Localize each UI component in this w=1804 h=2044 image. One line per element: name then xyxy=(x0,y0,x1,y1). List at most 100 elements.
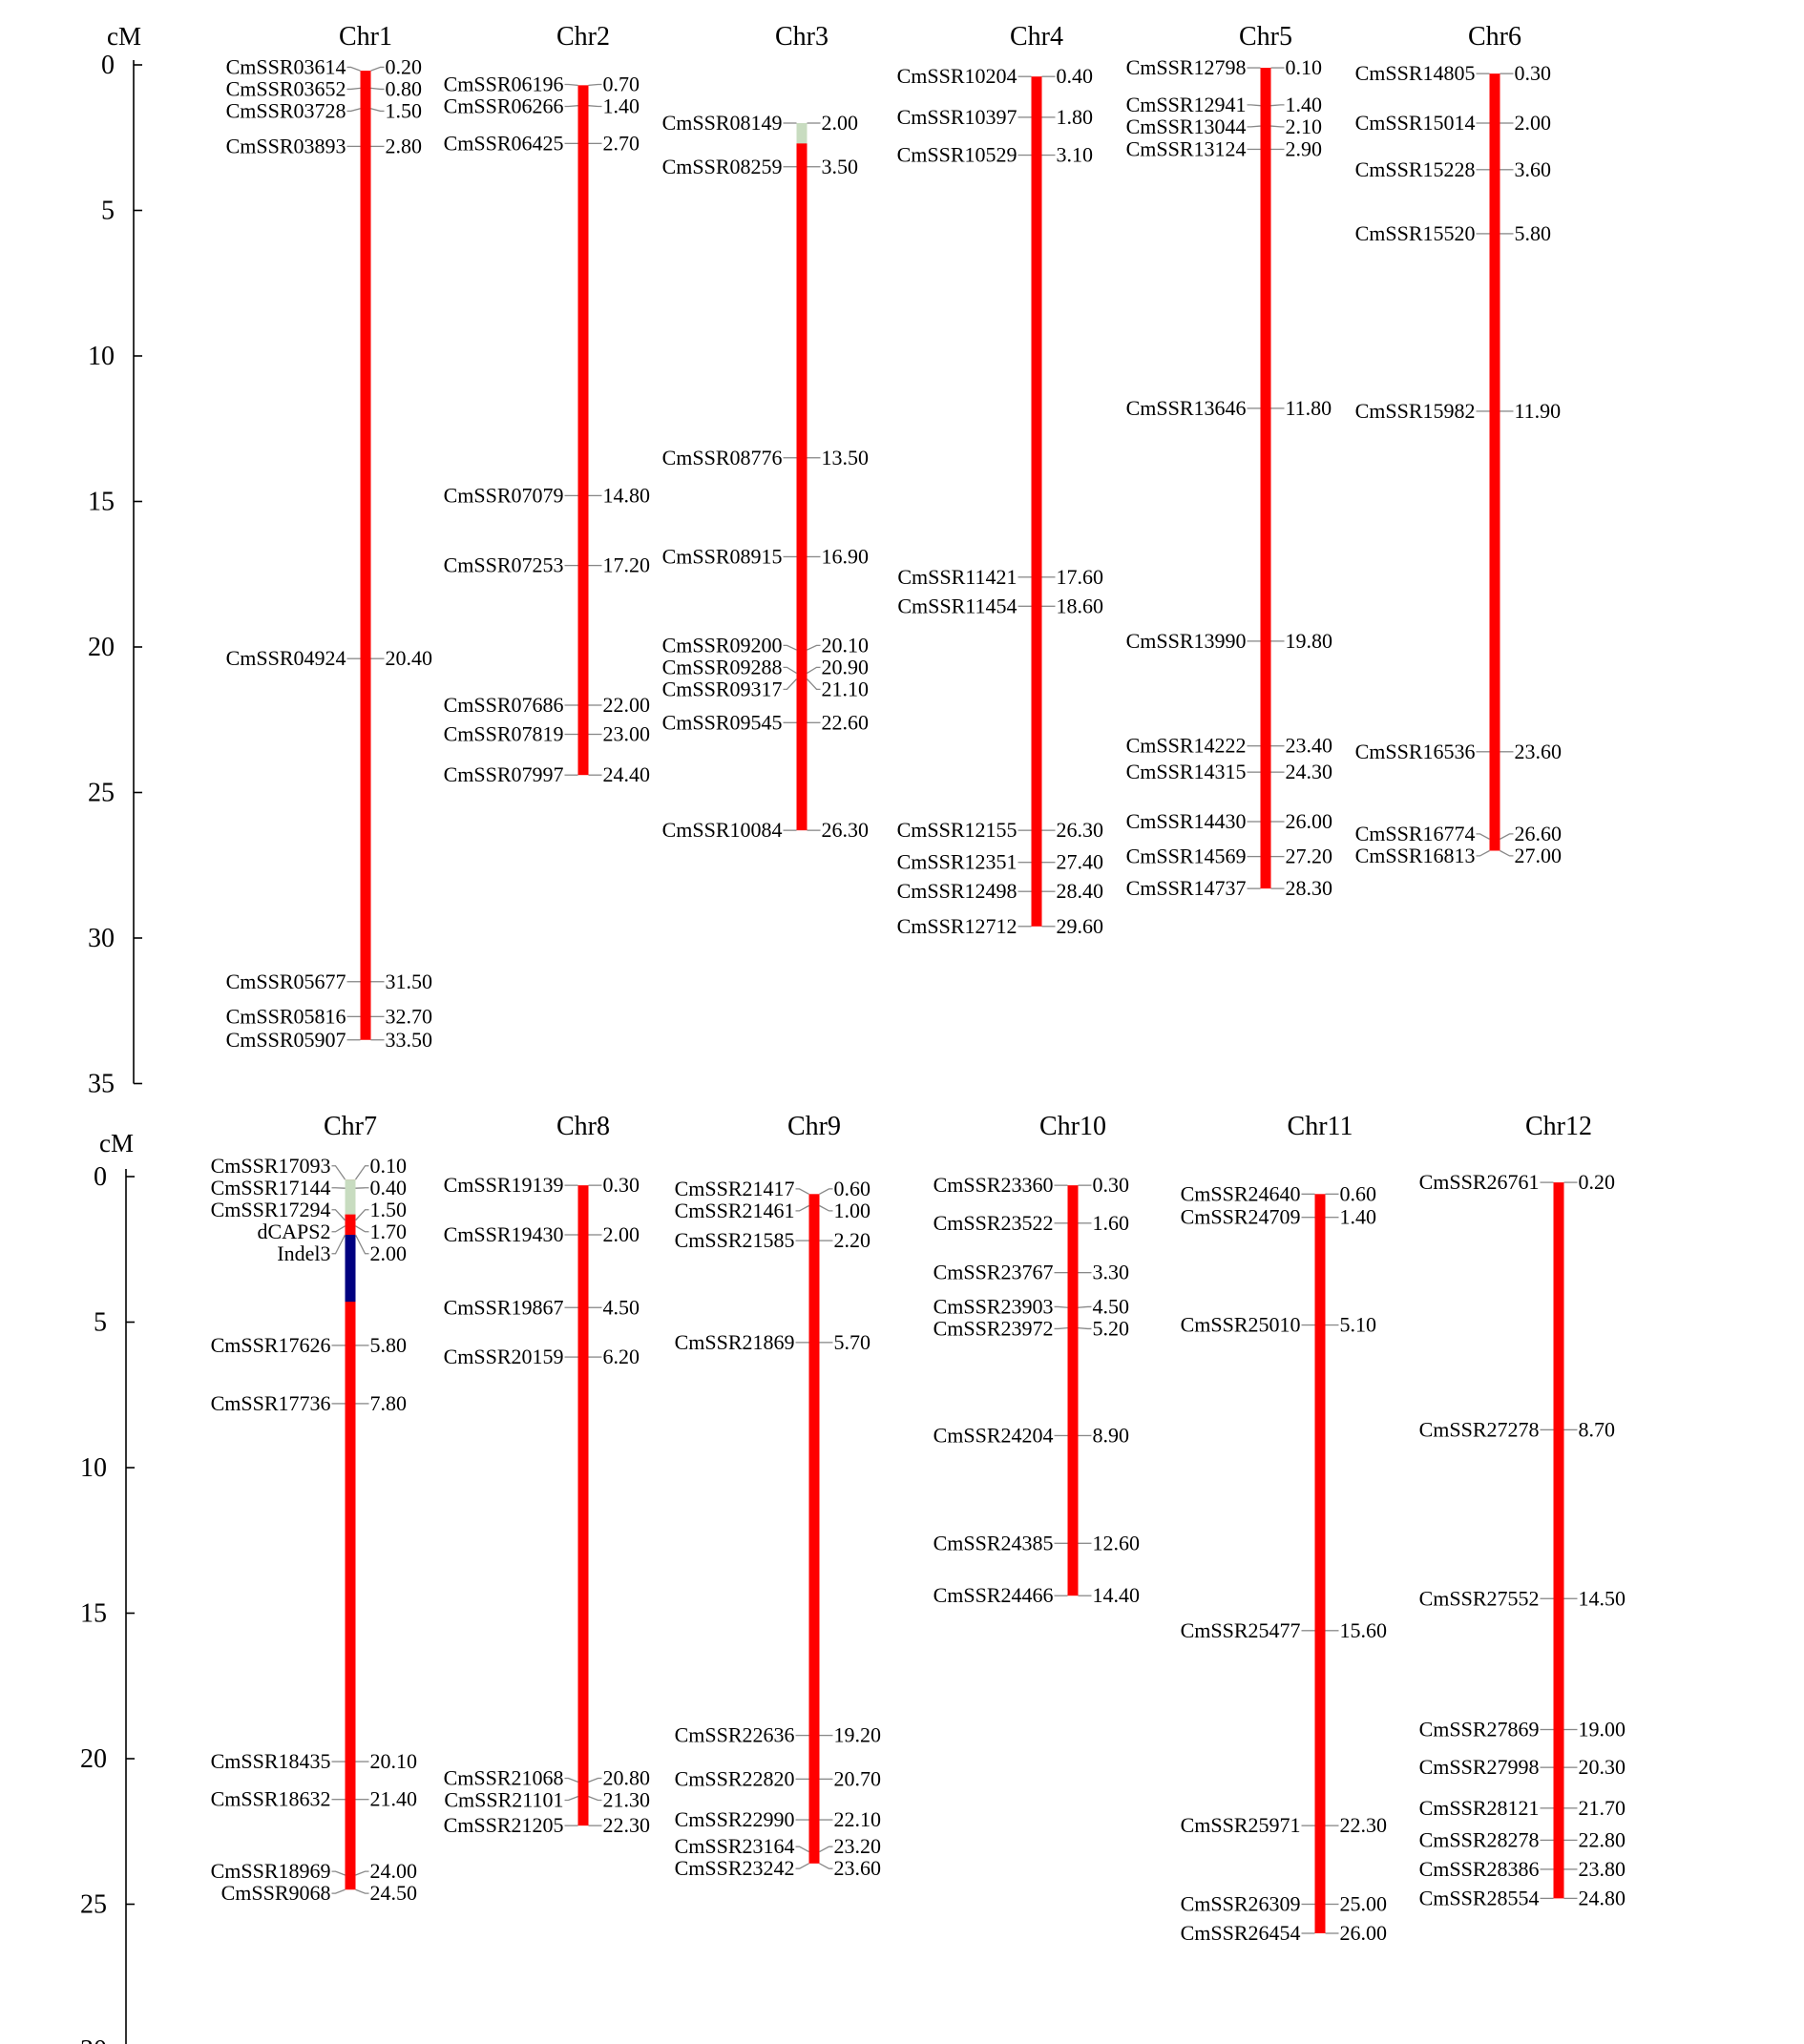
marker-position: 26.30 xyxy=(822,818,870,842)
marker-name: CmSSR21205 xyxy=(444,1813,564,1837)
marker-name: CmSSR21585 xyxy=(675,1228,795,1252)
chromosome-title: Chr12 xyxy=(1525,1112,1592,1141)
marker-position: 31.50 xyxy=(386,970,433,993)
marker-connector xyxy=(331,1225,346,1233)
marker-name: CmSSR18969 xyxy=(211,1859,331,1883)
chromosome-chr4: Chr4 CmSSR10204 0.40 CmSSR10397 1.80 CmSSR105… xyxy=(897,22,1103,938)
marker-name: CmSSR24204 xyxy=(933,1423,1054,1447)
position-connector xyxy=(1500,833,1514,840)
position-connector xyxy=(807,666,821,675)
marker-name: CmSSR25010 xyxy=(1181,1313,1301,1337)
marker-position: 5.10 xyxy=(1340,1313,1377,1337)
marker-position: 2.10 xyxy=(1286,115,1323,138)
marker-name: CmSSR12798 xyxy=(1126,55,1247,79)
marker-name: CmSSR23903 xyxy=(933,1294,1054,1318)
marker-position: 17.20 xyxy=(603,553,651,577)
marker-position: 1.00 xyxy=(834,1199,871,1222)
marker-name: CmSSR20159 xyxy=(444,1345,564,1368)
marker-name: CmSSR13044 xyxy=(1126,115,1247,138)
marker-name: CmSSR03728 xyxy=(226,98,346,122)
marker-position: 21.10 xyxy=(822,677,870,700)
marker-position: 0.10 xyxy=(370,1154,408,1178)
chromosome-chr7: Chr7 CmSSR17093 0.10 CmSSR17144 0.40 CmSSR172… xyxy=(211,1112,417,1905)
axis-tick-label: 0 xyxy=(94,1162,107,1192)
chromosome-bar xyxy=(577,1185,589,1826)
marker-position: 28.40 xyxy=(1057,879,1104,903)
marker-connector xyxy=(564,1777,578,1783)
marker-name: CmSSR10204 xyxy=(897,64,1017,88)
marker-name: CmSSR19139 xyxy=(444,1173,564,1197)
chromosome-title: Chr8 xyxy=(556,1112,610,1141)
marker-connector xyxy=(331,1888,346,1894)
marker-position: 2.00 xyxy=(603,1222,640,1246)
marker-position: 12.60 xyxy=(1093,1531,1141,1554)
marker-name: CmSSR17736 xyxy=(211,1391,331,1415)
marker-connector xyxy=(564,1796,578,1802)
marker-position: 1.40 xyxy=(1286,93,1323,116)
marker-position: 7.80 xyxy=(370,1391,408,1415)
marker-name: CmSSR16536 xyxy=(1355,740,1476,763)
marker-name: CmSSR24466 xyxy=(933,1583,1054,1607)
marker-name: CmSSR12498 xyxy=(897,879,1017,903)
marker-position: 19.20 xyxy=(834,1723,882,1747)
marker-position: 27.40 xyxy=(1057,850,1104,874)
chromosome-title: Chr2 xyxy=(556,22,610,52)
marker-name: CmSSR14805 xyxy=(1355,61,1476,85)
chromosome-chr8: Chr8 CmSSR19139 0.30 CmSSR19430 2.00 CmSSR198… xyxy=(444,1112,650,1837)
marker-position: 0.40 xyxy=(370,1176,408,1199)
linkage-panel-2: cM 0 5 10 15 20 25 30 Chr7 CmSSR17093 0.10 CmSSR171… xyxy=(80,1112,1626,2044)
marker-position: 2.80 xyxy=(386,134,423,157)
marker-position: 23.80 xyxy=(1579,1857,1626,1881)
marker-name: CmSSR06425 xyxy=(444,131,564,155)
marker-position: 15.60 xyxy=(1340,1618,1388,1642)
chromosome-light-segment xyxy=(345,1179,356,1215)
marker-connector xyxy=(331,1870,346,1876)
marker-position: 27.00 xyxy=(1515,844,1563,867)
marker-name: dCAPS2 xyxy=(257,1220,330,1243)
chromosome-bar xyxy=(577,85,589,776)
chromosome-chr12: Chr12 CmSSR26761 0.20 CmSSR27278 8.70 CmSSR27… xyxy=(1419,1112,1626,1909)
marker-position: 1.40 xyxy=(1340,1205,1377,1229)
marker-position: 25.00 xyxy=(1340,1892,1388,1916)
marker-connector xyxy=(346,87,361,91)
marker-name: CmSSR25971 xyxy=(1181,1813,1301,1837)
chromosome-chr6: Chr6 CmSSR14805 0.30 CmSSR15014 2.00 CmSSR152… xyxy=(1355,22,1562,867)
marker-name: CmSSR21068 xyxy=(444,1766,564,1790)
marker-position: 14.80 xyxy=(603,483,651,507)
marker-name: CmSSR19430 xyxy=(444,1222,564,1246)
marker-name: CmSSR22990 xyxy=(675,1807,795,1831)
marker-position: 17.60 xyxy=(1057,565,1104,589)
marker-position: 19.00 xyxy=(1579,1718,1626,1742)
position-connector xyxy=(1078,1305,1092,1308)
position-connector xyxy=(819,1188,833,1195)
marker-name: CmSSR17294 xyxy=(211,1198,331,1221)
marker-connector xyxy=(331,1234,346,1255)
axis-tick-label: 10 xyxy=(88,342,115,371)
marker-name: CmSSR17093 xyxy=(211,1154,331,1178)
chromosome-bar xyxy=(1553,1182,1564,1899)
marker-name: CmSSR13990 xyxy=(1126,629,1247,653)
position-connector xyxy=(354,1234,369,1255)
position-connector xyxy=(355,1209,369,1221)
marker-position: 16.90 xyxy=(822,544,870,568)
chromosome-chr10: Chr10 CmSSR23360 0.30 CmSSR23522 1.60 CmSSR23… xyxy=(933,1112,1140,1607)
marker-position: 29.60 xyxy=(1057,914,1104,938)
marker-name: CmSSR11454 xyxy=(897,594,1017,617)
position-connector xyxy=(819,1846,833,1853)
marker-position: 0.30 xyxy=(1515,61,1552,85)
marker-name: CmSSR12941 xyxy=(1126,93,1247,116)
marker-name: CmSSR24385 xyxy=(933,1531,1054,1554)
marker-name: CmSSR14222 xyxy=(1126,734,1247,758)
marker-name: CmSSR23164 xyxy=(675,1834,795,1858)
marker-name: CmSSR23242 xyxy=(675,1856,795,1880)
marker-position: 11.80 xyxy=(1286,396,1332,420)
marker-position: 3.50 xyxy=(822,155,859,178)
chromosome-chr3: Chr3 CmSSR08149 2.00 CmSSR08259 3.50 CmSSR087… xyxy=(662,22,869,842)
axis-tick-label: 5 xyxy=(101,197,115,226)
marker-name: CmSSR03614 xyxy=(226,54,346,78)
chromosome-title: Chr7 xyxy=(324,1112,377,1141)
chromosome-bar xyxy=(1031,76,1042,927)
marker-position: 20.40 xyxy=(386,646,433,670)
marker-position: 22.10 xyxy=(834,1807,882,1831)
